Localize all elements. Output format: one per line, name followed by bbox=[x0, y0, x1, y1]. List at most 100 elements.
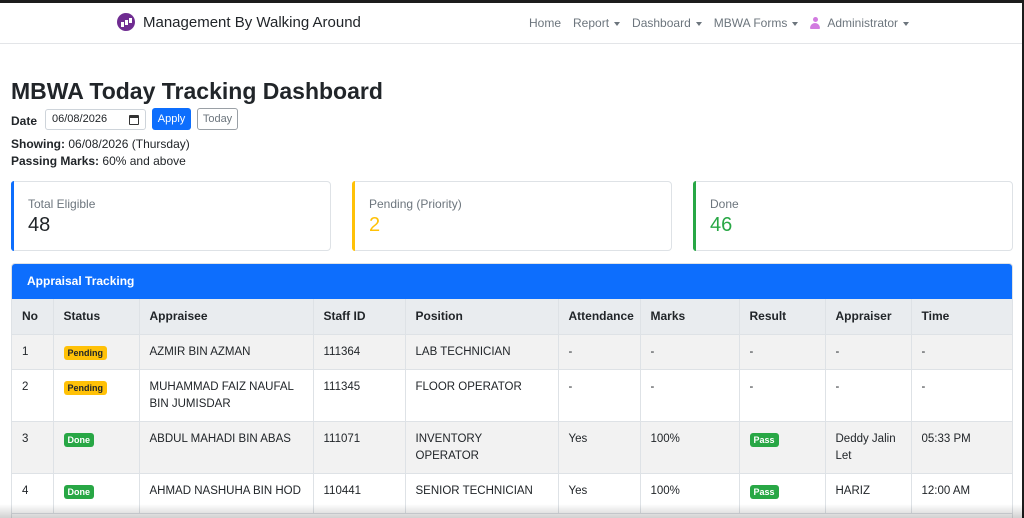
date-label: Date bbox=[11, 113, 38, 128]
nav-home-label: Home bbox=[529, 16, 562, 30]
brand[interactable]: Management By Walking Around bbox=[117, 13, 361, 31]
card-accent bbox=[693, 181, 696, 251]
nav-dashboard[interactable]: Dashboard bbox=[632, 16, 702, 30]
user-label: Administrator bbox=[827, 16, 899, 30]
card-total-eligible: Total Eligible 48 bbox=[11, 181, 331, 251]
window-frame-right bbox=[1022, 0, 1024, 518]
column-header-no[interactable]: No bbox=[12, 299, 54, 335]
showing-label: Showing: bbox=[11, 137, 65, 151]
cell-position: LAB TECHNICIAN bbox=[405, 334, 559, 370]
cell-staff-id: 110441 bbox=[313, 473, 406, 514]
card-label: Done bbox=[710, 197, 739, 211]
nav-report-label: Report bbox=[573, 16, 610, 30]
cell-appraisee: AHMAD NASHUHA BIN HOD bbox=[139, 473, 314, 514]
card-accent bbox=[11, 181, 14, 251]
cell-marks: - bbox=[640, 334, 740, 370]
user-icon bbox=[810, 17, 821, 29]
cell-appraiser: HARIZ bbox=[825, 473, 912, 514]
card-value: 46 bbox=[710, 214, 733, 236]
nav-report[interactable]: Report bbox=[573, 16, 621, 30]
column-header-position[interactable]: Position bbox=[405, 299, 559, 335]
column-header-time[interactable]: Time bbox=[911, 299, 1012, 335]
nav-user-menu[interactable]: Administrator bbox=[810, 16, 910, 30]
cell-result: - bbox=[739, 334, 826, 370]
column-header-attendance[interactable]: Attendance bbox=[558, 299, 641, 335]
cell-attendance: Yes bbox=[558, 473, 641, 514]
cell-position: FLOOR OPERATOR bbox=[405, 369, 559, 422]
cell-time: - bbox=[911, 369, 1012, 422]
cell-staff-id: 111345 bbox=[313, 369, 406, 422]
card-label: Pending (Priority) bbox=[369, 197, 462, 211]
status-badge: Done bbox=[63, 432, 94, 447]
cell-result: Pass bbox=[739, 421, 826, 474]
apply-button[interactable]: Apply bbox=[152, 108, 192, 130]
date-value: 06/08/2026 bbox=[52, 113, 108, 125]
cell-appraiser: Deddy Jalin Let bbox=[825, 421, 912, 474]
caret-down-icon bbox=[903, 21, 910, 26]
window-frame-top bbox=[0, 0, 1024, 3]
caret-down-icon bbox=[792, 21, 799, 26]
appraisal-tracking-card: Appraisal Tracking No Status Appraisee S… bbox=[11, 263, 1013, 518]
brand-name: Management By Walking Around bbox=[143, 13, 361, 31]
date-filter: Date 06/08/2026 Apply Today bbox=[11, 108, 239, 130]
today-button[interactable]: Today bbox=[197, 108, 239, 130]
cell-position: INVENTORY OPERATOR bbox=[405, 421, 559, 474]
cell-appraisee: ABDUL MAHADI BIN ABAS bbox=[139, 421, 314, 474]
table-row[interactable]: 4 Done AHMAD NASHUHA BIN HOD 110441 SENI… bbox=[12, 473, 1012, 514]
cell-no: 1 bbox=[12, 334, 54, 370]
cell-no: 4 bbox=[12, 473, 54, 514]
nav-mbwa-forms[interactable]: MBWA Forms bbox=[714, 16, 799, 30]
cell-attendance: - bbox=[558, 334, 641, 370]
window-bottom-shadow bbox=[0, 504, 1024, 518]
column-header-marks[interactable]: Marks bbox=[640, 299, 740, 335]
cell-time: 05:33 PM bbox=[911, 421, 1012, 474]
cell-time: 12:00 AM bbox=[911, 473, 1012, 514]
chart-logo-icon bbox=[117, 13, 135, 31]
showing-info: Showing: 06/08/2026 (Thursday) bbox=[11, 137, 190, 151]
cell-appraisee: AZMIR BIN AZMAN bbox=[139, 334, 314, 370]
status-badge: Pending bbox=[63, 345, 107, 360]
date-input[interactable]: 06/08/2026 bbox=[45, 108, 147, 130]
cell-marks: 100% bbox=[640, 473, 740, 514]
column-header-status[interactable]: Status bbox=[53, 299, 140, 335]
table-row[interactable]: 3 Done ABDUL MAHADI BIN ABAS 111071 INVE… bbox=[12, 421, 1012, 474]
status-badge: Pending bbox=[63, 380, 107, 395]
nav-dashboard-label: Dashboard bbox=[632, 16, 691, 30]
cell-appraisee: MUHAMMAD FAIZ NAUFAL BIN JUMISDAR bbox=[139, 369, 314, 422]
page-title: MBWA Today Tracking Dashboard bbox=[11, 78, 383, 104]
table-row[interactable]: 2 Pending MUHAMMAD FAIZ NAUFAL BIN JUMIS… bbox=[12, 369, 1012, 422]
cell-attendance: Yes bbox=[558, 421, 641, 474]
cell-appraiser: - bbox=[825, 369, 912, 422]
card-label: Total Eligible bbox=[28, 197, 96, 211]
cell-marks: - bbox=[640, 369, 740, 422]
cell-attendance: - bbox=[558, 369, 641, 422]
passing-label: Passing Marks: bbox=[11, 154, 100, 168]
cell-appraiser: - bbox=[825, 334, 912, 370]
cell-status: Done bbox=[53, 421, 140, 474]
table-row[interactable]: 1 Pending AZMIR BIN AZMAN 111364 LAB TEC… bbox=[12, 334, 1012, 370]
nav-mbwa-forms-label: MBWA Forms bbox=[713, 16, 788, 30]
cell-no: 2 bbox=[12, 369, 54, 422]
showing-value: 06/08/2026 (Thursday) bbox=[68, 137, 190, 151]
calendar-icon[interactable] bbox=[129, 114, 140, 125]
cell-result: - bbox=[739, 369, 826, 422]
column-header-appraiser[interactable]: Appraiser bbox=[825, 299, 912, 335]
table-header-row: No Status Appraisee Staff ID Position At… bbox=[12, 299, 1012, 335]
cell-no: 3 bbox=[12, 421, 54, 474]
cell-staff-id: 111364 bbox=[313, 334, 406, 370]
card-value: 48 bbox=[28, 214, 51, 236]
column-header-staff-id[interactable]: Staff ID bbox=[313, 299, 406, 335]
appraisal-table: No Status Appraisee Staff ID Position At… bbox=[12, 299, 1012, 514]
nav-home[interactable]: Home bbox=[529, 16, 561, 30]
result-badge: Pass bbox=[749, 484, 779, 499]
cell-marks: 100% bbox=[640, 421, 740, 474]
card-value: 2 bbox=[369, 214, 381, 236]
navbar: Management By Walking Around Home Report… bbox=[0, 3, 1022, 44]
passing-info: Passing Marks: 60% and above bbox=[11, 154, 186, 168]
column-header-appraisee[interactable]: Appraisee bbox=[139, 299, 314, 335]
card-done: Done 46 bbox=[693, 181, 1013, 251]
caret-down-icon bbox=[614, 21, 621, 26]
table-card-title: Appraisal Tracking bbox=[12, 264, 1012, 299]
caret-down-icon bbox=[695, 21, 702, 26]
column-header-result[interactable]: Result bbox=[739, 299, 826, 335]
